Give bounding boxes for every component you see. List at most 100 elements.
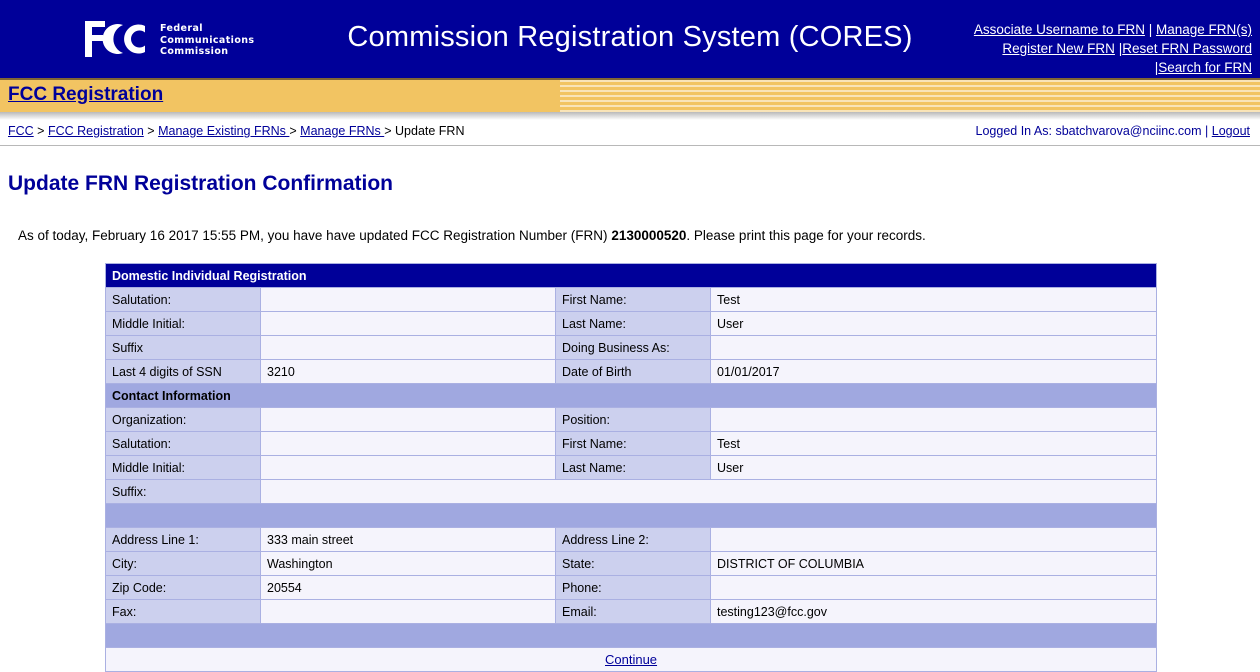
fcc-logo: Federal Communications Commission — [83, 19, 254, 59]
value-contact-first-name: Test — [709, 431, 1158, 456]
table-row: Middle Initial: Last Name: User — [105, 455, 1158, 480]
continue-cell: Continue — [104, 647, 1158, 672]
table-row: Salutation: First Name: Test — [105, 287, 1158, 312]
breadcrumb-separator: > — [143, 124, 159, 138]
logo-line-communications: Communications — [160, 34, 255, 46]
value-address-line-1: 333 main street — [260, 527, 556, 552]
address-section-spacer — [104, 503, 1158, 528]
table-row: Suffix: — [105, 479, 1158, 504]
nav-separator: | — [1144, 22, 1156, 37]
value-doing-business-as — [709, 335, 1158, 360]
header-nav-row-1: Associate Username to FRN | Manage FRN(s… — [974, 20, 1252, 39]
section-banner: FCC Registration — [0, 78, 1260, 112]
registration-summary: Domestic Individual Registration Salutat… — [104, 263, 1158, 672]
section-header-domestic: Domestic Individual Registration — [104, 263, 1158, 288]
header-nav: Associate Username to FRN | Manage FRN(s… — [974, 20, 1252, 77]
reset-frn-password-link[interactable]: Reset FRN Password — [1122, 41, 1252, 56]
label-contact-salutation: Salutation: — [105, 431, 261, 456]
logged-in-user: sbatchvarova@nciinc.com — [1055, 124, 1202, 138]
table-row: City: Washington State: DISTRICT OF COLU… — [105, 551, 1158, 576]
value-city: Washington — [260, 551, 556, 576]
header-nav-row-3: |Search for FRN — [974, 58, 1252, 77]
value-zip-code: 20554 — [260, 575, 556, 600]
value-position — [709, 407, 1158, 432]
value-state: DISTRICT OF COLUMBIA — [709, 551, 1158, 576]
label-address-line-2: Address Line 2: — [555, 527, 711, 552]
label-state: State: — [555, 551, 711, 576]
app-title: Commission Registration System (CORES) — [347, 21, 913, 53]
value-date-of-birth: 01/01/2017 — [709, 359, 1158, 384]
breadcrumb-separator: > — [384, 124, 396, 138]
breadcrumb-item-manage-existing-frns[interactable]: Manage Existing FRNs — [158, 124, 290, 138]
table-row: Organization: Position: — [105, 407, 1158, 432]
label-fax: Fax: — [105, 599, 261, 624]
label-contact-first-name: First Name: — [555, 431, 711, 456]
value-email: testing123@fcc.gov — [709, 599, 1158, 624]
site-header: Federal Communications Commission Commis… — [0, 0, 1260, 78]
value-contact-suffix — [259, 479, 1158, 504]
logged-in-label: Logged In As: — [975, 124, 1052, 138]
table-spacer-row — [104, 503, 1158, 528]
label-contact-last-name: Last Name: — [555, 455, 711, 480]
table-row: Middle Initial: Last Name: User — [105, 311, 1158, 336]
label-first-name: First Name: — [555, 287, 711, 312]
fcc-registration-banner-link[interactable]: FCC Registration — [8, 84, 164, 105]
breadcrumb-bar: FCC > FCC Registration > Manage Existing… — [0, 120, 1260, 146]
header-nav-row-2: Register New FRN |Reset FRN Password — [974, 39, 1252, 58]
value-middle-initial — [260, 311, 556, 336]
value-last-name: User — [709, 311, 1158, 336]
table-row: Suffix Doing Business As: — [105, 335, 1158, 360]
label-salutation: Salutation: — [105, 287, 261, 312]
label-organization: Organization: — [105, 407, 261, 432]
fcc-logo-wordmark: Federal Communications Commission — [160, 19, 254, 58]
login-separator: | — [1205, 124, 1209, 138]
label-ssn-last4: Last 4 digits of SSN — [105, 359, 261, 384]
label-contact-suffix: Suffix: — [105, 479, 261, 504]
table-section-row: Contact Information — [104, 383, 1158, 408]
manage-frns-link[interactable]: Manage FRN(s) — [1155, 22, 1252, 37]
breadcrumb-item-fcc[interactable]: FCC — [8, 124, 34, 138]
value-contact-salutation — [260, 431, 556, 456]
table-row: Last 4 digits of SSN 3210 Date of Birth … — [105, 359, 1158, 384]
page-title: Update FRN Registration Confirmation — [8, 172, 394, 195]
table-section-row: Domestic Individual Registration — [104, 263, 1158, 288]
label-phone: Phone: — [555, 575, 711, 600]
value-address-line-2 — [709, 527, 1158, 552]
continue-link[interactable]: Continue — [605, 652, 658, 667]
login-status: Logged In As: sbatchvarova@nciinc.com | … — [976, 124, 1250, 138]
value-salutation — [260, 287, 556, 312]
logo-line-federal: Federal — [160, 23, 203, 34]
table-spacer-row — [104, 623, 1158, 648]
value-fax — [260, 599, 556, 624]
footer-spacer — [104, 623, 1158, 648]
nav-separator: | — [1154, 60, 1159, 75]
breadcrumb-item-fcc-registration[interactable]: FCC Registration — [47, 124, 144, 138]
breadcrumb-separator: > — [289, 124, 301, 138]
fcc-logo-icon — [85, 21, 145, 57]
table-footer-row: Continue — [104, 647, 1158, 672]
label-suffix: Suffix — [105, 335, 261, 360]
label-email: Email: — [555, 599, 711, 624]
value-contact-last-name: User — [709, 455, 1158, 480]
table-row: Salutation: First Name: Test — [105, 431, 1158, 456]
label-position: Position: — [555, 407, 711, 432]
logout-link[interactable]: Logout — [1211, 124, 1250, 138]
label-zip-code: Zip Code: — [105, 575, 261, 600]
table-row: Zip Code: 20554 Phone: — [105, 575, 1158, 600]
label-middle-initial: Middle Initial: — [105, 311, 261, 336]
table-row: Address Line 1: 333 main street Address … — [105, 527, 1158, 552]
value-contact-middle-initial — [260, 455, 556, 480]
search-for-frn-link[interactable]: Search for FRN — [1158, 60, 1252, 75]
value-suffix — [260, 335, 556, 360]
logo-line-commission: Commission — [160, 46, 229, 57]
registration-table: Domestic Individual Registration Salutat… — [104, 263, 1158, 672]
breadcrumb-item-manage-frns[interactable]: Manage FRNs — [300, 124, 385, 138]
confirmation-message-prefix: As of today, February 16 2017 15:55 PM, … — [18, 228, 608, 243]
register-new-frn-link[interactable]: Register New FRN — [1002, 41, 1115, 56]
breadcrumb: FCC > FCC Registration > Manage Existing… — [8, 124, 465, 138]
confirmation-message: As of today, February 16 2017 15:55 PM, … — [18, 228, 1260, 243]
frn-number: 2130000520 — [611, 228, 687, 243]
associate-username-to-frn-link[interactable]: Associate Username to FRN — [973, 22, 1145, 37]
label-date-of-birth: Date of Birth — [555, 359, 711, 384]
value-organization — [260, 407, 556, 432]
